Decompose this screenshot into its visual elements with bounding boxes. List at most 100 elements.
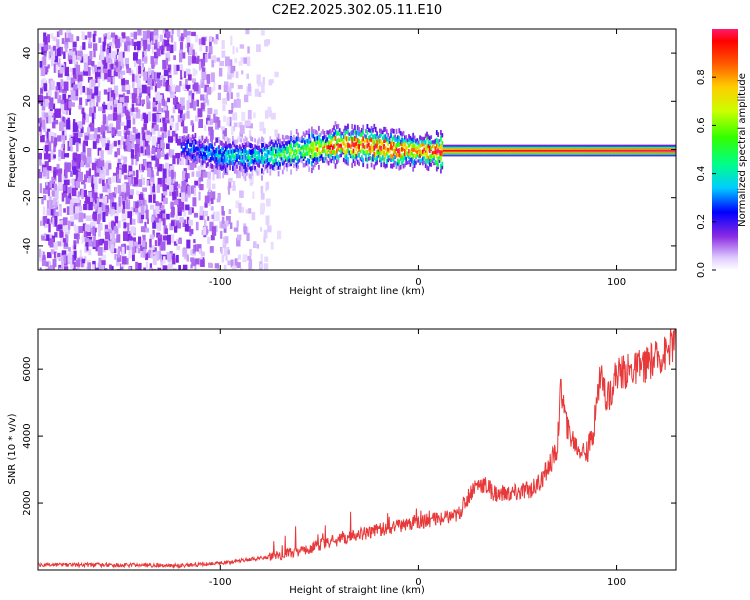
spectrogram-noise-cell xyxy=(124,132,127,139)
spectrogram-noise-cell xyxy=(60,253,66,262)
spectrogram-signal-cell xyxy=(302,137,305,143)
spectrogram-signal-cell xyxy=(401,160,403,165)
spectrogram-y-tick-label: 20 xyxy=(22,95,33,108)
spectrogram-signal-cell xyxy=(324,135,327,139)
spectrogram-signal-cell xyxy=(471,149,474,152)
spectrogram-signal-cell xyxy=(628,154,631,157)
spectrogram-signal-cell xyxy=(363,150,366,155)
spectrogram-signal-cell xyxy=(494,147,496,150)
spectrogram-signal-cell xyxy=(637,152,639,155)
spectrogram-signal-cell xyxy=(413,143,416,148)
spectrogram-signal-cell xyxy=(373,134,376,140)
spectrogram-signal-cell xyxy=(399,156,402,161)
spectrogram-signal-cell xyxy=(605,149,607,152)
spectrogram-noise-cell xyxy=(131,178,136,185)
spectrogram-noise-cell xyxy=(107,77,112,83)
spectrogram-noise-cell xyxy=(157,211,161,219)
spectrogram-signal-cell xyxy=(570,146,573,149)
spectrogram-signal-cell xyxy=(366,143,369,149)
spectrogram-noise-cell xyxy=(233,99,237,108)
spectrogram-signal-cell xyxy=(485,149,488,152)
spectrogram-signal-cell xyxy=(390,145,392,150)
spectrogram-signal-cell xyxy=(621,149,624,152)
spectrogram-signal-cell xyxy=(295,140,298,146)
spectrogram-signal-cell xyxy=(338,148,341,153)
spectrogram-signal-cell xyxy=(524,144,527,147)
spectrogram-signal-cell xyxy=(591,146,593,149)
spectrogram-signal-cell xyxy=(281,169,284,175)
spectrogram-noise-cell xyxy=(156,184,161,193)
spectrogram-signal-cell xyxy=(358,131,360,137)
spectrogram-noise-cell xyxy=(212,211,215,221)
spectrogram-noise-cell xyxy=(216,170,221,179)
spectrogram-noise-cell xyxy=(59,67,64,74)
spectrogram-noise-cell xyxy=(73,205,76,214)
spectrogram-noise-cell xyxy=(151,136,157,146)
spectrogram-signal-cell xyxy=(311,126,313,133)
spectrogram-noise-cell xyxy=(170,220,175,227)
spectrogram-signal-cell xyxy=(577,149,580,152)
spectrogram-signal-cell xyxy=(460,152,463,155)
spectrogram-signal-cell xyxy=(402,138,405,144)
spectrogram-noise-cell xyxy=(88,124,92,130)
spectrogram-signal-cell xyxy=(226,162,229,168)
spectrogram-noise-cell xyxy=(161,107,164,113)
spectrogram-signal-cell xyxy=(287,163,290,168)
spectrogram-noise-cell xyxy=(104,36,107,46)
spectrogram-noise-cell xyxy=(180,105,185,110)
spectrogram-noise-cell xyxy=(177,198,182,208)
spectrogram-signal-cell xyxy=(327,130,330,135)
spectrogram-signal-cell xyxy=(499,144,502,147)
spectrogram-signal-cell xyxy=(419,153,421,158)
spectrogram-noise-cell xyxy=(121,70,126,75)
spectrogram-signal-cell xyxy=(291,155,294,159)
spectrogram-signal-cell xyxy=(612,152,614,155)
spectrogram-noise-cell xyxy=(143,249,146,258)
spectrogram-x-tick-label: 100 xyxy=(607,277,626,288)
spectrogram-signal-cell xyxy=(193,148,195,153)
spectrogram-signal-cell xyxy=(510,152,513,155)
spectrogram-noise-cell xyxy=(57,53,60,63)
spectrogram-signal-cell xyxy=(455,152,458,155)
spectrogram-signal-cell xyxy=(258,137,261,143)
spectrogram-signal-cell xyxy=(520,151,523,154)
spectrogram-noise-cell xyxy=(173,193,176,199)
spectrogram-signal-cell xyxy=(345,154,348,160)
spectrogram-signal-cell xyxy=(415,154,417,158)
spectrogram-signal-cell xyxy=(489,146,492,149)
spectrogram-signal-cell xyxy=(189,148,191,153)
spectrogram-signal-cell xyxy=(520,154,523,157)
spectrogram-signal-cell xyxy=(412,143,415,149)
spectrogram-signal-cell xyxy=(200,151,202,155)
spectrogram-signal-cell xyxy=(489,144,492,147)
spectrogram-signal-cell xyxy=(542,152,545,155)
spectrogram-noise-cell xyxy=(245,209,249,214)
spectrogram-noise-cell xyxy=(191,89,195,96)
spectrogram-signal-cell xyxy=(607,146,610,149)
spectrogram-noise-cell xyxy=(239,206,244,213)
spectrogram-noise-cell xyxy=(195,258,200,265)
spectrogram-signal-cell xyxy=(575,149,578,152)
spectrogram-signal-cell xyxy=(180,151,183,156)
spectrogram-noise-cell xyxy=(243,226,247,235)
spectrogram-signal-cell xyxy=(650,144,653,147)
spectrogram-signal-cell xyxy=(336,131,338,136)
colorbar-tick-label: 0.0 xyxy=(696,262,707,278)
spectrogram-noise-cell xyxy=(140,146,144,154)
spectrogram-signal-cell xyxy=(666,144,668,147)
spectrogram-signal-cell xyxy=(286,135,288,140)
spectrogram-signal-cell xyxy=(623,154,625,157)
spectrogram-signal-cell xyxy=(268,158,270,162)
spectrogram-signal-cell xyxy=(370,137,373,143)
spectrogram-noise-cell xyxy=(153,194,156,204)
spectrogram-signal-cell xyxy=(625,144,628,147)
spectrogram-signal-cell xyxy=(316,136,319,141)
spectrogram-noise-cell xyxy=(178,239,182,244)
spectrogram-signal-cell xyxy=(406,145,409,149)
spectrogram-signal-cell xyxy=(424,163,427,169)
spectrogram-signal-cell xyxy=(667,147,670,150)
spectrogram-noise-cell xyxy=(96,198,100,207)
spectrogram-signal-cell xyxy=(624,149,627,152)
spectrogram-signal-cell xyxy=(276,166,279,171)
spectrogram-noise-cell xyxy=(66,119,71,130)
